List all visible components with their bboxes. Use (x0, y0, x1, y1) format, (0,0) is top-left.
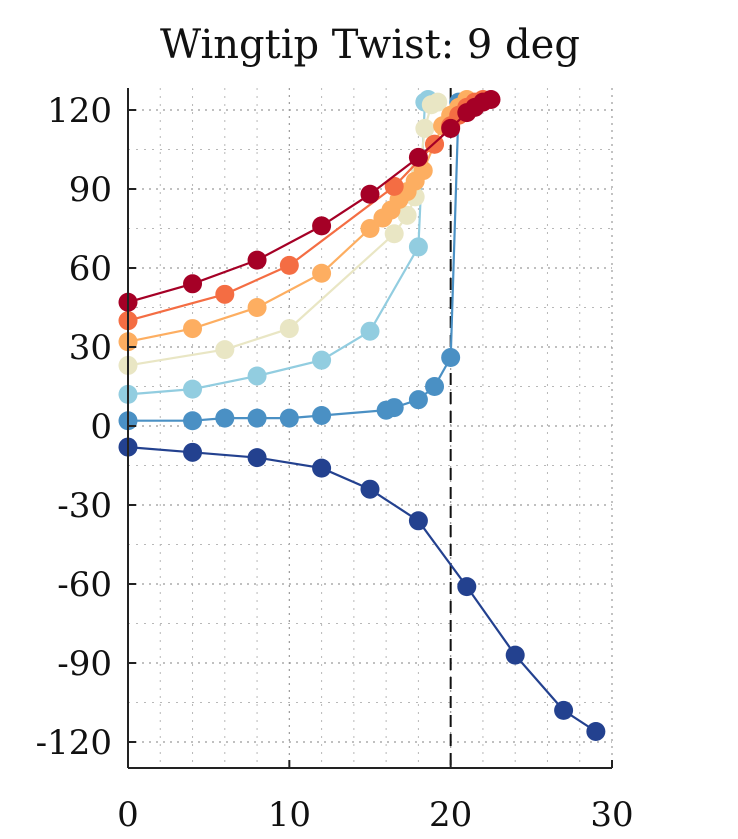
data-point (183, 411, 203, 431)
data-point (441, 118, 461, 138)
data-point (215, 408, 235, 428)
data-point (425, 377, 445, 396)
data-point (360, 479, 380, 499)
data-point (247, 408, 267, 428)
data-point (586, 721, 606, 741)
data-point (360, 184, 380, 204)
data-point (384, 224, 404, 244)
y-tick-label: 120 (47, 91, 112, 131)
y-tick-label: 30 (69, 328, 112, 368)
x-tick-label: 0 (117, 795, 139, 835)
data-point (183, 442, 203, 462)
x-tick-label: 20 (429, 795, 472, 835)
data-point (408, 237, 428, 257)
data-point (408, 147, 428, 167)
series-5 (118, 92, 469, 431)
data-point (457, 577, 477, 597)
series-group (118, 89, 606, 741)
data-point (384, 176, 404, 196)
data-point (312, 405, 332, 425)
y-tick-label: -90 (57, 644, 112, 684)
data-point (441, 348, 461, 368)
y-tick-label: 90 (69, 170, 112, 210)
data-point (428, 92, 448, 112)
series-line (127, 98, 429, 396)
data-point (408, 511, 428, 531)
y-tick-label: -120 (36, 723, 112, 763)
data-point (247, 298, 267, 317)
data-point (360, 321, 380, 341)
data-point (247, 448, 267, 468)
data-point (183, 379, 203, 399)
data-point (397, 205, 417, 225)
data-point (360, 219, 380, 238)
grid (128, 88, 613, 768)
tick-labels: 0 10 20 30 -120 -90 -60 -30 0 30 60 90 120 (36, 91, 634, 835)
data-point (215, 284, 235, 304)
chart-title: Wingtip Twist: 9 deg (160, 22, 580, 68)
data-point (312, 263, 332, 283)
data-point (415, 118, 435, 138)
series-line (127, 446, 597, 733)
data-point (279, 408, 299, 428)
data-point (312, 458, 332, 478)
data-point (247, 366, 267, 386)
data-point (247, 250, 267, 270)
data-point (384, 398, 404, 418)
series-0 (118, 89, 501, 312)
y-tick-label: 0 (90, 407, 112, 447)
x-tick-label: 10 (268, 795, 311, 835)
data-point (279, 319, 299, 339)
y-tick-label: -30 (57, 486, 112, 526)
data-point (481, 89, 501, 109)
data-point (183, 319, 203, 339)
data-point (312, 350, 332, 370)
x-tick-label: 30 (590, 795, 633, 835)
series-line (127, 98, 468, 343)
data-point (312, 216, 332, 236)
data-point (215, 340, 235, 360)
y-tick-label: -60 (57, 565, 112, 605)
data-point (279, 255, 299, 275)
data-point (505, 645, 525, 665)
data-point (408, 390, 428, 410)
data-point (554, 700, 574, 720)
series-line (127, 101, 439, 367)
series-4 (118, 89, 438, 404)
data-point (183, 274, 203, 294)
y-tick-label: 60 (69, 249, 112, 289)
series-6 (118, 437, 606, 741)
axes (127, 88, 613, 769)
